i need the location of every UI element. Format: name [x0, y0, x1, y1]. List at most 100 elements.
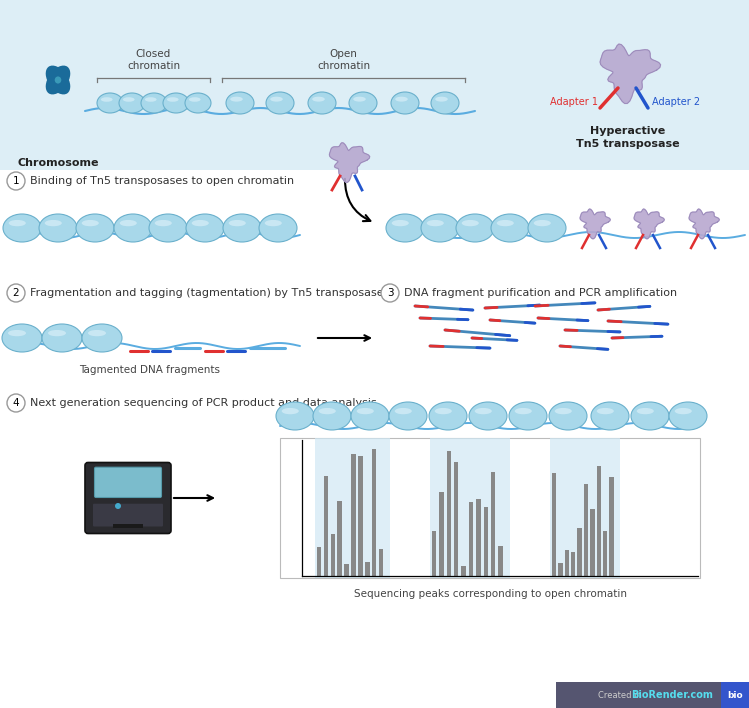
- Ellipse shape: [427, 220, 444, 227]
- Text: Next generation sequencing of PCR product and data analysis: Next generation sequencing of PCR produc…: [30, 398, 377, 408]
- Bar: [379, 549, 383, 576]
- Ellipse shape: [349, 92, 377, 114]
- Ellipse shape: [312, 97, 325, 102]
- Ellipse shape: [276, 402, 314, 430]
- Bar: [365, 562, 369, 576]
- Ellipse shape: [46, 66, 70, 94]
- Ellipse shape: [515, 408, 532, 414]
- Bar: [565, 549, 569, 576]
- Bar: [358, 456, 363, 576]
- Polygon shape: [330, 143, 370, 182]
- Bar: [315, 438, 390, 578]
- Ellipse shape: [226, 92, 254, 114]
- Ellipse shape: [76, 214, 114, 242]
- Ellipse shape: [259, 214, 297, 242]
- Bar: [577, 528, 582, 576]
- Ellipse shape: [475, 408, 492, 414]
- Bar: [280, 438, 700, 578]
- Ellipse shape: [354, 97, 366, 102]
- Ellipse shape: [270, 97, 283, 102]
- Ellipse shape: [223, 214, 261, 242]
- Bar: [372, 450, 377, 576]
- Ellipse shape: [319, 408, 336, 414]
- Ellipse shape: [282, 408, 299, 414]
- Text: Hyperactive
Tn5 transposase: Hyperactive Tn5 transposase: [576, 126, 680, 149]
- Ellipse shape: [469, 402, 507, 430]
- Ellipse shape: [264, 220, 282, 227]
- Bar: [558, 564, 562, 576]
- Ellipse shape: [46, 66, 70, 94]
- Polygon shape: [689, 209, 719, 239]
- Bar: [461, 566, 466, 576]
- Bar: [430, 438, 510, 578]
- Ellipse shape: [491, 214, 529, 242]
- Ellipse shape: [549, 402, 587, 430]
- Text: Adapter 2: Adapter 2: [652, 97, 700, 107]
- Bar: [498, 547, 503, 576]
- Bar: [596, 467, 601, 576]
- Ellipse shape: [461, 220, 479, 227]
- Ellipse shape: [189, 97, 201, 102]
- FancyBboxPatch shape: [93, 503, 163, 527]
- Ellipse shape: [391, 92, 419, 114]
- Ellipse shape: [389, 402, 427, 430]
- Ellipse shape: [114, 214, 152, 242]
- Ellipse shape: [429, 402, 467, 430]
- Ellipse shape: [123, 97, 135, 102]
- Ellipse shape: [149, 214, 187, 242]
- Ellipse shape: [675, 408, 692, 414]
- Circle shape: [115, 503, 121, 509]
- Text: Adapter 1: Adapter 1: [550, 97, 598, 107]
- Bar: [431, 532, 436, 576]
- Ellipse shape: [119, 93, 145, 113]
- Ellipse shape: [509, 402, 547, 430]
- Ellipse shape: [167, 97, 178, 102]
- FancyBboxPatch shape: [94, 467, 162, 498]
- Text: Sequencing peaks corresponding to open chromatin: Sequencing peaks corresponding to open c…: [354, 589, 626, 599]
- Ellipse shape: [591, 402, 629, 430]
- Bar: [446, 451, 451, 576]
- Text: Binding of Tn5 transposases to open chromatin: Binding of Tn5 transposases to open chro…: [30, 176, 294, 186]
- Ellipse shape: [435, 97, 448, 102]
- Ellipse shape: [434, 408, 452, 414]
- Circle shape: [7, 172, 25, 190]
- Ellipse shape: [308, 92, 336, 114]
- Ellipse shape: [82, 324, 122, 352]
- Bar: [552, 473, 557, 576]
- Ellipse shape: [386, 214, 424, 242]
- Ellipse shape: [141, 93, 167, 113]
- Ellipse shape: [163, 93, 189, 113]
- Text: Tagmented DNA fragments: Tagmented DNA fragments: [79, 365, 220, 375]
- Ellipse shape: [88, 330, 106, 336]
- Bar: [0, 0, 749, 170]
- Ellipse shape: [392, 220, 409, 227]
- Ellipse shape: [8, 330, 26, 336]
- Ellipse shape: [228, 220, 246, 227]
- Text: Fragmentation and tagging (tagmentation) by Tn5 transposase: Fragmentation and tagging (tagmentation)…: [30, 288, 383, 298]
- Text: bio: bio: [727, 690, 743, 700]
- Ellipse shape: [192, 220, 209, 227]
- Text: Peaks (kb): Peaks (kb): [290, 484, 299, 532]
- Ellipse shape: [3, 214, 41, 242]
- Bar: [345, 564, 349, 576]
- Ellipse shape: [497, 220, 514, 227]
- Bar: [571, 552, 575, 576]
- Circle shape: [7, 284, 25, 302]
- Bar: [439, 492, 443, 576]
- Text: 2: 2: [13, 288, 19, 298]
- Text: DNA fragment purification and PCR amplification: DNA fragment purification and PCR amplif…: [404, 288, 677, 298]
- Bar: [454, 462, 458, 576]
- Ellipse shape: [48, 330, 66, 336]
- Bar: [491, 472, 495, 576]
- Ellipse shape: [82, 220, 99, 227]
- Text: 3: 3: [386, 288, 393, 298]
- Text: Closed
chromatin: Closed chromatin: [127, 49, 180, 72]
- Bar: [590, 508, 595, 576]
- Ellipse shape: [155, 220, 172, 227]
- Ellipse shape: [631, 402, 669, 430]
- Text: 1: 1: [13, 176, 19, 186]
- Ellipse shape: [120, 220, 137, 227]
- Ellipse shape: [42, 324, 82, 352]
- Bar: [476, 498, 481, 576]
- Ellipse shape: [528, 214, 566, 242]
